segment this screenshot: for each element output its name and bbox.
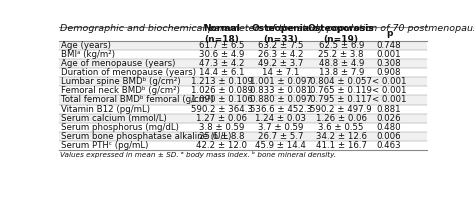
Text: 1.001 ± 0.097: 1.001 ± 0.097 — [250, 77, 311, 86]
Text: Demographic and biochemical parameters of the study population of 70 postmenopau: Demographic and biochemical parameters o… — [60, 24, 474, 33]
Text: 47.3 ± 4.2: 47.3 ± 4.2 — [199, 59, 245, 68]
Text: 0.908: 0.908 — [377, 68, 401, 77]
Text: 0.006: 0.006 — [377, 132, 401, 141]
Text: 0.795 ± 0.117: 0.795 ± 0.117 — [310, 96, 372, 104]
Text: Osteopenia
(n=33): Osteopenia (n=33) — [252, 24, 310, 44]
Bar — [59, 77, 427, 86]
Bar — [59, 132, 427, 141]
Text: 1.090 ± 0.106: 1.090 ± 0.106 — [191, 96, 253, 104]
Text: 1.213 ± 0.109: 1.213 ± 0.109 — [191, 77, 253, 86]
Text: 0.001: 0.001 — [377, 50, 401, 59]
Text: p: p — [386, 29, 392, 38]
Text: 25.6 ± 8.8: 25.6 ± 8.8 — [199, 132, 245, 141]
Text: 63.2 ± 7.5: 63.2 ± 7.5 — [258, 41, 303, 50]
Bar — [59, 41, 427, 50]
Bar — [59, 59, 427, 68]
Text: 0.463: 0.463 — [377, 141, 401, 150]
Bar — [59, 141, 427, 150]
Text: 45.9 ± 14.4: 45.9 ± 14.4 — [255, 141, 306, 150]
Text: 1.26 ± 0.06: 1.26 ± 0.06 — [316, 114, 367, 123]
Text: Vitamin B12 (pg/mL): Vitamin B12 (pg/mL) — [61, 105, 150, 114]
Text: Total femoral BMDᵇ femoral (g/cm²): Total femoral BMDᵇ femoral (g/cm²) — [61, 96, 214, 104]
Text: 41.1 ± 16.7: 41.1 ± 16.7 — [316, 141, 367, 150]
Bar — [59, 68, 427, 77]
Text: < 0.001: < 0.001 — [372, 96, 406, 104]
Text: 13.8 ± 7.9: 13.8 ± 7.9 — [319, 68, 364, 77]
Text: Lumbar spine BMDᵇ (g/cm²): Lumbar spine BMDᵇ (g/cm²) — [61, 77, 181, 86]
Text: 26.3 ± 4.2: 26.3 ± 4.2 — [258, 50, 303, 59]
Text: Age of menopause (years): Age of menopause (years) — [61, 59, 175, 68]
Text: 1.026 ± 0.089: 1.026 ± 0.089 — [191, 86, 253, 95]
Text: Normal
(n=18): Normal (n=18) — [203, 24, 240, 44]
Text: 0.833 ± 0.081: 0.833 ± 0.081 — [250, 86, 311, 95]
Text: 42.2 ± 12.0: 42.2 ± 12.0 — [196, 141, 247, 150]
Bar — [59, 104, 427, 114]
Text: Serum PTHᶜ (pg/mL): Serum PTHᶜ (pg/mL) — [61, 141, 148, 150]
Text: 1.24 ± 0.03: 1.24 ± 0.03 — [255, 114, 306, 123]
Text: < 0.001: < 0.001 — [372, 77, 406, 86]
Text: 61.7 ± 6.5: 61.7 ± 6.5 — [199, 41, 245, 50]
Text: 3.6 ± 0.55: 3.6 ± 0.55 — [319, 123, 364, 132]
Text: BMIᵃ (kg/m²): BMIᵃ (kg/m²) — [61, 50, 115, 59]
Text: 590.2 ± 364.3: 590.2 ± 364.3 — [191, 105, 253, 114]
Text: 1.27 ± 0.06: 1.27 ± 0.06 — [196, 114, 247, 123]
Text: Duration of menopause (years): Duration of menopause (years) — [61, 68, 196, 77]
Text: 0.881: 0.881 — [377, 105, 401, 114]
Bar — [59, 123, 427, 132]
Text: 0.748: 0.748 — [377, 41, 401, 50]
Text: 3.7 ± 0.59: 3.7 ± 0.59 — [258, 123, 303, 132]
Text: 0.765 ± 0.119: 0.765 ± 0.119 — [310, 86, 372, 95]
Bar — [59, 86, 427, 96]
Text: 0.804 ± 0.057: 0.804 ± 0.057 — [310, 77, 372, 86]
Text: 0.880 ± 0.097: 0.880 ± 0.097 — [250, 96, 311, 104]
Text: 536.6 ± 452.3: 536.6 ± 452.3 — [250, 105, 311, 114]
Text: 0.480: 0.480 — [377, 123, 401, 132]
Text: 62.5 ± 6.9: 62.5 ± 6.9 — [319, 41, 364, 50]
Text: 590.2 ± 497.9: 590.2 ± 497.9 — [310, 105, 372, 114]
Text: 14.4 ± 6.1: 14.4 ± 6.1 — [199, 68, 245, 77]
Text: 34.2 ± 12.6: 34.2 ± 12.6 — [316, 132, 367, 141]
Text: Age (years): Age (years) — [61, 41, 111, 50]
Text: Femoral neck BMDᵇ (g/cm²): Femoral neck BMDᵇ (g/cm²) — [61, 86, 180, 95]
Text: 26.7 ± 5.7: 26.7 ± 5.7 — [258, 132, 303, 141]
Text: < 0.001: < 0.001 — [372, 86, 406, 95]
Text: Values expressed in mean ± SD. ᵃ body mass index. ᵇ bone mineral density.: Values expressed in mean ± SD. ᵃ body ma… — [60, 151, 336, 158]
Text: 0.308: 0.308 — [377, 59, 401, 68]
Text: 48.8 ± 4.9: 48.8 ± 4.9 — [319, 59, 364, 68]
Bar — [59, 96, 427, 104]
Text: 25.2 ± 3.8: 25.2 ± 3.8 — [319, 50, 364, 59]
Text: Serum phosphorus (mg/dL): Serum phosphorus (mg/dL) — [61, 123, 179, 132]
Text: 30.6 ± 4.9: 30.6 ± 4.9 — [199, 50, 245, 59]
Text: Osteoporosis
(n=19): Osteoporosis (n=19) — [308, 24, 374, 44]
Text: Serum calcium (mmol/L): Serum calcium (mmol/L) — [61, 114, 167, 123]
Text: 14 ± 7.1: 14 ± 7.1 — [262, 68, 299, 77]
Text: 0.026: 0.026 — [377, 114, 401, 123]
Bar — [59, 114, 427, 123]
Bar — [59, 50, 427, 59]
Text: 49.2 ± 3.7: 49.2 ± 3.7 — [258, 59, 303, 68]
Text: Serum bone phosphatase alkaline (U/L): Serum bone phosphatase alkaline (U/L) — [61, 132, 231, 141]
Text: 3.8 ± 0.59: 3.8 ± 0.59 — [199, 123, 245, 132]
